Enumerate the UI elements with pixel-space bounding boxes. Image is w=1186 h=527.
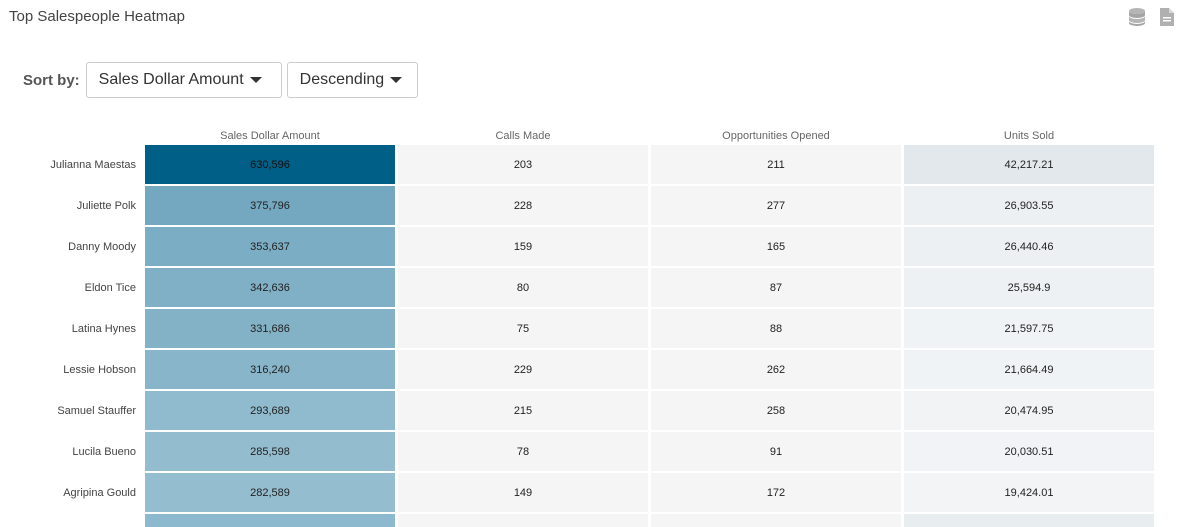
heatmap-cell-calls-made[interactable]: 159 xyxy=(398,227,648,266)
sort-metric-dropdown[interactable]: Sales Dollar Amount xyxy=(85,62,282,98)
column-header-sales-dollar-amount: Sales Dollar Amount xyxy=(220,130,320,142)
heatmap-cell-sales-dollar-amount[interactable]: 316,240 xyxy=(145,350,395,389)
heatmap-cell-units-sold[interactable]: 21,597.75 xyxy=(904,309,1154,348)
heatmap-cell-calls-made[interactable]: 228 xyxy=(398,186,648,225)
heatmap-cell-sales-dollar-amount[interactable]: 331,686 xyxy=(145,309,395,348)
heatmap-cell-sales-dollar-amount[interactable]: 630,596 xyxy=(145,145,395,184)
row-label: Samuel Stauffer xyxy=(57,404,136,417)
heatmap-cell-opportunities-opened[interactable]: 262 xyxy=(651,350,901,389)
database-icon[interactable] xyxy=(1126,6,1148,28)
row-label: Lucila Bueno xyxy=(72,445,136,458)
heatmap-cell-opportunities-opened[interactable]: 211 xyxy=(651,145,901,184)
heatmap-cell-units-sold[interactable]: 19,424.01 xyxy=(904,473,1154,512)
row-label: Eldon Tice xyxy=(84,281,136,294)
heatmap-cell-opportunities-opened[interactable]: 91 xyxy=(651,432,901,471)
toolbar xyxy=(1126,6,1178,28)
row-label: Agripina Gould xyxy=(63,486,136,499)
heatmap-cell-sales-dollar-amount[interactable]: 353,637 xyxy=(145,227,395,266)
heatmap-cell-calls-made[interactable]: 75 xyxy=(398,309,648,348)
heatmap-cell-partial xyxy=(904,514,1154,527)
heatmap-cell-calls-made[interactable]: 80 xyxy=(398,268,648,307)
sort-bar: Sort by: Sales Dollar Amount Descending xyxy=(23,62,423,98)
row-label: Danny Moody xyxy=(68,240,136,253)
page-title: Top Salespeople Heatmap xyxy=(9,8,185,25)
heatmap-cell-units-sold[interactable]: 26,903.55 xyxy=(904,186,1154,225)
heatmap-cell-calls-made[interactable]: 229 xyxy=(398,350,648,389)
heatmap-cell-calls-made[interactable]: 203 xyxy=(398,145,648,184)
heatmap-cell-sales-dollar-amount[interactable]: 285,598 xyxy=(145,432,395,471)
heatmap-cell-opportunities-opened[interactable]: 258 xyxy=(651,391,901,430)
heatmap-cell-sales-dollar-amount[interactable]: 282,589 xyxy=(145,473,395,512)
sort-label: Sort by: xyxy=(23,71,80,89)
heatmap-cell-partial xyxy=(651,514,901,527)
heatmap-cell-partial xyxy=(145,514,395,527)
heatmap-cell-opportunities-opened[interactable]: 88 xyxy=(651,309,901,348)
heatmap-cell-units-sold[interactable]: 42,217.21 xyxy=(904,145,1154,184)
sort-metric-value: Sales Dollar Amount xyxy=(98,71,244,88)
row-label: Lessie Hobson xyxy=(63,363,136,376)
chevron-down-icon xyxy=(249,77,262,83)
row-label: Latina Hynes xyxy=(71,322,136,335)
heatmap-cell-opportunities-opened[interactable]: 277 xyxy=(651,186,901,225)
column-header-units-sold: Units Sold xyxy=(1003,130,1055,142)
heatmap-cell-calls-made[interactable]: 78 xyxy=(398,432,648,471)
heatmap-cell-calls-made[interactable]: 149 xyxy=(398,473,648,512)
column-header-calls-made: Calls Made xyxy=(495,130,551,142)
heatmap-cell-units-sold[interactable]: 21,664.49 xyxy=(904,350,1154,389)
heatmap-cell-opportunities-opened[interactable]: 165 xyxy=(651,227,901,266)
heatmap-cell-calls-made[interactable]: 215 xyxy=(398,391,648,430)
heatmap-cell-units-sold[interactable]: 25,594.9 xyxy=(904,268,1154,307)
heatmap-cell-sales-dollar-amount[interactable]: 342,636 xyxy=(145,268,395,307)
heatmap-cell-sales-dollar-amount[interactable]: 293,689 xyxy=(145,391,395,430)
heatmap-cell-opportunities-opened[interactable]: 172 xyxy=(651,473,901,512)
row-label: Juliette Polk xyxy=(76,199,136,212)
export-file-icon[interactable] xyxy=(1156,6,1178,28)
sort-order-dropdown[interactable]: Descending xyxy=(286,62,418,98)
chevron-down-icon xyxy=(390,77,403,83)
heatmap-cell-opportunities-opened[interactable]: 87 xyxy=(651,268,901,307)
heatmap-cell-units-sold[interactable]: 26,440.46 xyxy=(904,227,1154,266)
heatmap-cell-units-sold[interactable]: 20,474.95 xyxy=(904,391,1154,430)
column-header-opportunities-opened: Opportunities Opened xyxy=(722,130,830,142)
heatmap-cell-partial xyxy=(398,514,648,527)
heatmap-cell-sales-dollar-amount[interactable]: 375,796 xyxy=(145,186,395,225)
sort-order-value: Descending xyxy=(299,71,385,88)
heatmap-cell-units-sold[interactable]: 20,030.51 xyxy=(904,432,1154,471)
row-label: Julianna Maestas xyxy=(50,158,136,171)
